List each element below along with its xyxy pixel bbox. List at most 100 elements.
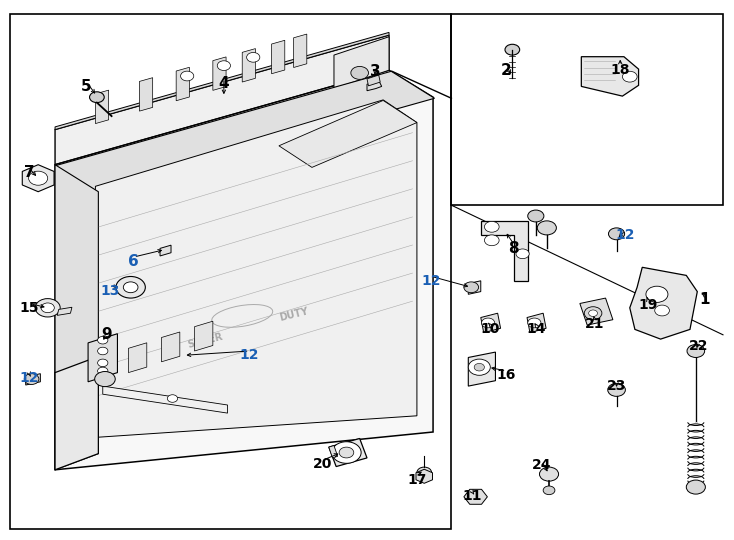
Text: 13: 13 <box>101 284 120 298</box>
Circle shape <box>98 367 108 375</box>
Polygon shape <box>55 70 433 470</box>
Polygon shape <box>176 68 189 101</box>
Text: 12: 12 <box>616 228 635 242</box>
Polygon shape <box>329 446 338 458</box>
Circle shape <box>35 299 60 317</box>
Circle shape <box>90 92 104 103</box>
Polygon shape <box>55 32 389 130</box>
Text: 23: 23 <box>607 379 626 393</box>
Circle shape <box>537 221 556 235</box>
Circle shape <box>584 307 602 320</box>
Circle shape <box>123 282 138 293</box>
Circle shape <box>505 44 520 55</box>
Text: 12: 12 <box>240 348 259 362</box>
Polygon shape <box>95 90 109 124</box>
Polygon shape <box>468 352 495 386</box>
Polygon shape <box>95 100 417 437</box>
Circle shape <box>98 347 108 355</box>
Text: 10: 10 <box>481 322 500 336</box>
Circle shape <box>608 228 625 240</box>
Circle shape <box>351 66 368 79</box>
Polygon shape <box>139 78 153 111</box>
Text: 11: 11 <box>462 489 482 503</box>
Bar <box>451 14 723 205</box>
Circle shape <box>468 359 490 375</box>
Text: 12: 12 <box>422 274 441 288</box>
Bar <box>10 14 451 529</box>
Polygon shape <box>55 35 389 165</box>
Text: 17: 17 <box>407 472 426 487</box>
Polygon shape <box>26 374 40 385</box>
Circle shape <box>484 235 499 246</box>
Polygon shape <box>57 307 72 315</box>
Circle shape <box>417 467 432 478</box>
Circle shape <box>217 61 230 71</box>
Text: 24: 24 <box>532 458 551 472</box>
Polygon shape <box>329 438 367 467</box>
Circle shape <box>332 442 361 463</box>
Polygon shape <box>242 49 255 82</box>
Text: 7: 7 <box>24 165 34 180</box>
Text: 1: 1 <box>700 292 710 307</box>
Polygon shape <box>55 71 435 193</box>
Polygon shape <box>334 37 389 89</box>
Polygon shape <box>213 57 226 90</box>
Circle shape <box>528 210 544 222</box>
Circle shape <box>247 52 260 62</box>
Circle shape <box>464 282 479 293</box>
Polygon shape <box>128 343 147 373</box>
Polygon shape <box>481 313 501 333</box>
Circle shape <box>539 467 559 481</box>
Text: DUTY: DUTY <box>278 307 309 323</box>
Polygon shape <box>103 386 228 413</box>
Text: 15: 15 <box>20 301 39 315</box>
Polygon shape <box>55 356 98 470</box>
Circle shape <box>482 318 495 328</box>
Text: 12: 12 <box>20 371 39 385</box>
Text: SUPER: SUPER <box>186 332 225 350</box>
Polygon shape <box>88 334 117 382</box>
Circle shape <box>41 303 54 313</box>
Circle shape <box>339 447 354 458</box>
Polygon shape <box>581 57 639 96</box>
Text: 20: 20 <box>313 457 333 471</box>
Circle shape <box>98 359 108 367</box>
Circle shape <box>686 480 705 494</box>
Polygon shape <box>367 75 380 86</box>
Polygon shape <box>160 245 171 256</box>
Polygon shape <box>161 332 180 362</box>
Text: 8: 8 <box>509 241 519 256</box>
Polygon shape <box>580 298 613 325</box>
Polygon shape <box>294 34 307 68</box>
Polygon shape <box>195 321 213 351</box>
Text: 4: 4 <box>219 76 229 91</box>
Circle shape <box>528 318 541 328</box>
Polygon shape <box>630 267 697 339</box>
Circle shape <box>589 310 597 316</box>
Text: 6: 6 <box>128 254 139 269</box>
Text: 3: 3 <box>371 64 381 79</box>
Circle shape <box>98 336 108 344</box>
Text: 19: 19 <box>639 298 658 312</box>
Text: 9: 9 <box>101 327 112 342</box>
Polygon shape <box>367 80 382 91</box>
Circle shape <box>474 363 484 371</box>
Circle shape <box>29 171 48 185</box>
Circle shape <box>608 383 625 396</box>
Circle shape <box>646 286 668 302</box>
Circle shape <box>516 249 529 259</box>
Text: 14: 14 <box>526 322 545 336</box>
Circle shape <box>484 221 499 232</box>
Text: 5: 5 <box>81 79 92 94</box>
Text: 16: 16 <box>497 368 516 382</box>
Circle shape <box>655 305 669 316</box>
Text: 2: 2 <box>501 63 512 78</box>
Text: 22: 22 <box>689 339 708 353</box>
Polygon shape <box>279 100 417 167</box>
Text: 21: 21 <box>585 317 604 331</box>
Circle shape <box>622 71 637 82</box>
Polygon shape <box>55 165 98 470</box>
Polygon shape <box>481 221 528 281</box>
Polygon shape <box>527 313 546 333</box>
Circle shape <box>116 276 145 298</box>
